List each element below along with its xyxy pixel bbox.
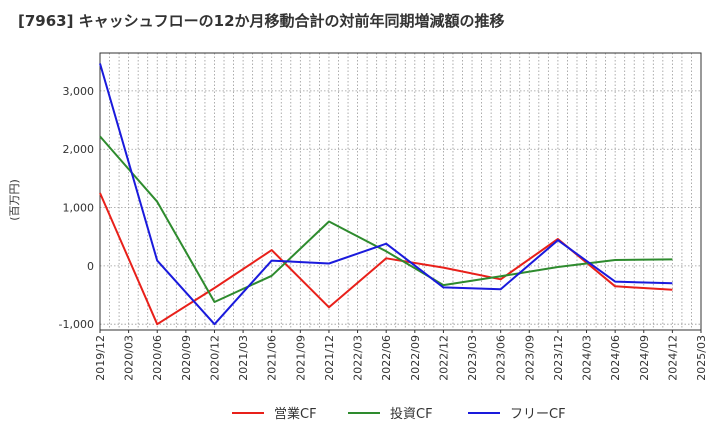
- x-tick-label: 2023/09: [523, 335, 536, 381]
- x-tick-label: 2021/06: [266, 335, 279, 381]
- x-tick-label: 2023/12: [552, 335, 565, 381]
- y-tick-label: -1,000: [59, 318, 94, 331]
- x-tick-label: 2022/09: [409, 335, 422, 381]
- grid: [100, 53, 701, 330]
- legend: 営業CF 投資CF フリーCF: [232, 406, 566, 422]
- y-axis: -1,000 0 1,000 2,000 3,000: [59, 85, 94, 331]
- y-tick-label: 3,000: [63, 85, 95, 98]
- legend-label: 投資CF: [390, 406, 433, 422]
- x-tick-label: 2024/09: [638, 335, 651, 381]
- y-axis-label: (百万円): [8, 179, 21, 221]
- plot-frame: [99, 52, 702, 331]
- series-line-フリーCF: [99, 63, 673, 326]
- x-tick-label: 2025/03: [695, 335, 708, 381]
- x-axis: 2019/12 2020/03 2020/06 2020/09 2020/12 2021/…: [94, 330, 708, 381]
- x-tick-label: 2019/12: [94, 335, 107, 381]
- chart-title: [7963] キャッシュフローの12か月移動合計の対前年同期増減額の推移: [18, 12, 505, 30]
- x-tick-label: 2022/12: [437, 335, 450, 381]
- x-tick-label: 2020/06: [151, 335, 164, 381]
- x-tick-label: 2023/06: [495, 335, 508, 381]
- legend-label: 営業CF: [274, 406, 317, 422]
- x-tick-label: 2021/03: [237, 335, 250, 381]
- x-tick-label: 2020/09: [180, 335, 193, 381]
- x-tick-label: 2020/12: [208, 335, 221, 381]
- x-tick-label: 2022/03: [352, 335, 365, 381]
- series-line-投資CF: [99, 135, 673, 303]
- x-tick-label: 2024/12: [666, 335, 679, 381]
- x-tick-label: 2022/06: [380, 335, 393, 381]
- x-tick-label: 2021/12: [323, 335, 336, 381]
- legend-label: フリーCF: [510, 407, 566, 422]
- x-tick-label: 2024/03: [581, 335, 594, 381]
- series-line-営業CF: [99, 192, 673, 326]
- y-tick-label: 2,000: [63, 143, 95, 156]
- x-tick-label: 2023/03: [466, 335, 479, 381]
- series-lines: [99, 63, 673, 326]
- x-tick-label: 2024/06: [609, 335, 622, 381]
- x-tick-label: 2021/09: [294, 335, 307, 381]
- y-tick-label: 0: [87, 260, 94, 273]
- y-tick-label: 1,000: [63, 202, 95, 215]
- x-tick-label: 2020/03: [123, 335, 136, 381]
